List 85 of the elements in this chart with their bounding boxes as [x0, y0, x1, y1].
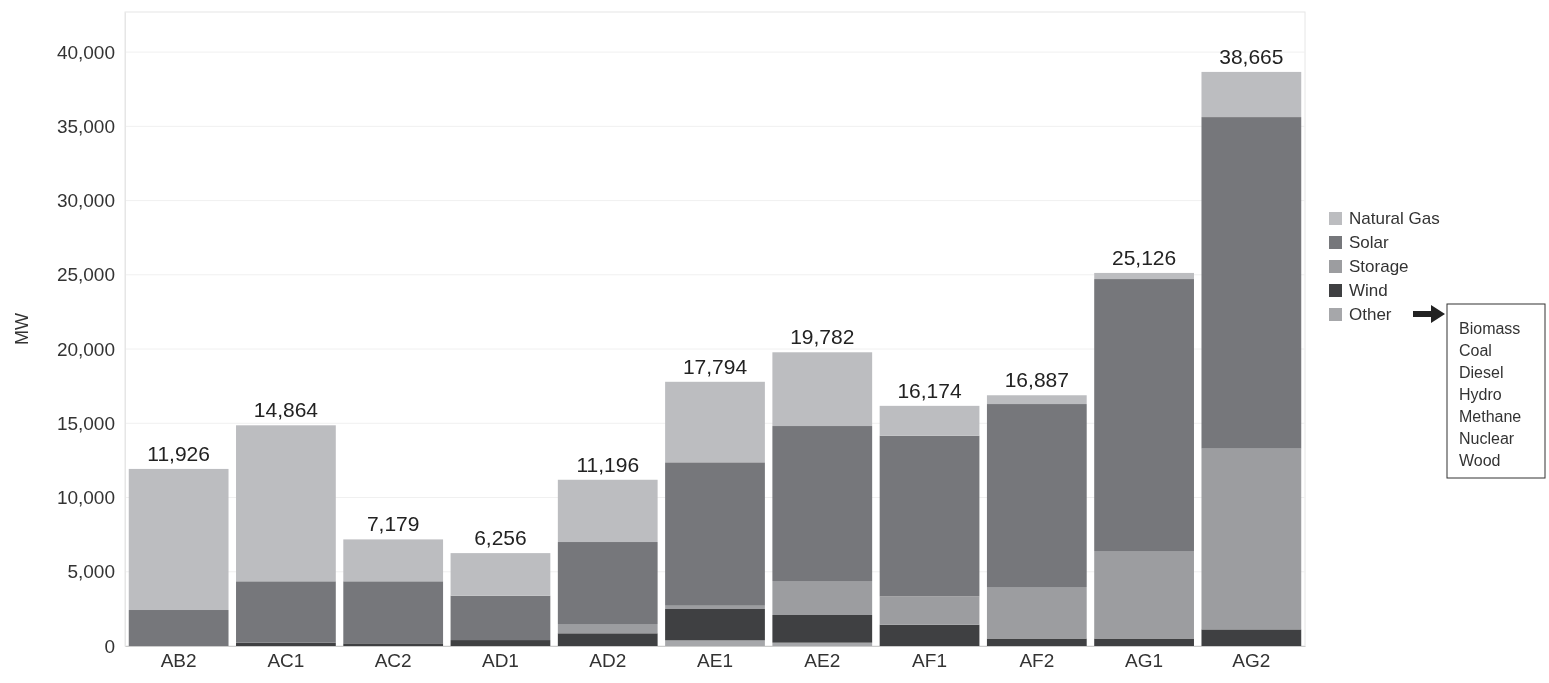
legend-label: Other	[1349, 305, 1392, 324]
bar	[1201, 448, 1302, 630]
bar	[450, 553, 551, 596]
bar	[128, 468, 229, 611]
bar	[450, 640, 551, 646]
bar	[772, 426, 873, 582]
x-tick-label: AE2	[804, 650, 841, 672]
text: Biomass	[1459, 320, 1521, 337]
bar	[879, 405, 980, 436]
bar	[343, 539, 444, 582]
x-tick-label: AD1	[481, 650, 519, 672]
total-label: 14,864	[253, 398, 319, 422]
y-tick-label: 0	[104, 635, 115, 657]
text: Wood	[1459, 452, 1501, 469]
total-label: 6,256	[474, 526, 527, 550]
bar	[772, 581, 873, 615]
bar	[236, 642, 336, 646]
bar	[879, 624, 980, 646]
bar	[665, 609, 765, 641]
y-tick-label: 25,000	[56, 264, 115, 286]
y-tick-label: 5,000	[67, 561, 115, 583]
total-label: 7,179	[366, 512, 420, 536]
bar	[772, 352, 873, 427]
bar	[557, 542, 658, 625]
bar	[236, 425, 336, 582]
x-tick-label: AG1	[1125, 650, 1164, 672]
y-tick-label: 15,000	[56, 412, 115, 434]
total-label: 16,887	[1004, 368, 1069, 392]
bar	[665, 462, 765, 606]
bar	[879, 596, 980, 625]
x-tick-label: AF1	[912, 650, 947, 672]
total-label: 38,665	[1219, 44, 1284, 68]
bar	[1094, 551, 1194, 639]
total-label: 25,126	[1111, 245, 1177, 269]
bar	[986, 395, 1087, 405]
legend-label: Natural Gas	[1349, 209, 1440, 228]
x-tick-label: AG2	[1232, 650, 1271, 672]
bar	[343, 643, 444, 646]
y-tick-label: 30,000	[56, 190, 115, 212]
bar	[1094, 272, 1194, 280]
total-label: 17,794	[682, 354, 748, 378]
y-tick-label: 40,000	[56, 41, 115, 63]
bar	[1094, 638, 1194, 646]
bar	[665, 605, 765, 609]
total-label: 16,174	[897, 378, 962, 402]
x-tick-label: AE1	[697, 650, 733, 672]
text: Coal	[1459, 342, 1492, 359]
total-label: 11,196	[576, 452, 640, 476]
text: Methane	[1459, 408, 1522, 425]
bar	[665, 640, 765, 646]
bar	[557, 624, 658, 634]
legend-label: Solar	[1349, 233, 1390, 252]
y-axis-title: MW	[12, 313, 32, 345]
legend-label: Wind	[1349, 281, 1388, 300]
text: Nuclear	[1459, 430, 1515, 447]
bar	[1201, 71, 1302, 118]
total-label: 19,782	[790, 325, 855, 349]
bar	[772, 642, 873, 646]
bar	[1201, 629, 1302, 646]
bar	[772, 615, 873, 643]
bar	[879, 435, 980, 597]
x-tick-label: AF2	[1019, 650, 1055, 672]
y-tick-label: 20,000	[56, 338, 115, 360]
bar	[986, 638, 1087, 646]
x-tick-label: AC2	[374, 650, 412, 672]
y-tick-label: 35,000	[56, 115, 115, 137]
bar	[343, 581, 444, 644]
x-tick-label: AD2	[589, 650, 627, 672]
x-tick-label: AB2	[160, 650, 197, 672]
total-label: 11,926	[147, 441, 210, 465]
legend-label: Storage	[1349, 257, 1409, 276]
bar	[128, 610, 229, 646]
bar	[236, 581, 336, 643]
bar	[450, 595, 551, 641]
text: Hydro	[1459, 386, 1502, 403]
text: Diesel	[1459, 364, 1504, 381]
bar	[1201, 117, 1302, 449]
bar	[557, 633, 658, 646]
y-tick-label: 10,000	[56, 487, 115, 509]
bar	[665, 381, 765, 463]
bar	[986, 587, 1087, 639]
bar	[986, 404, 1087, 588]
bar	[557, 479, 658, 543]
x-tick-label: AC1	[267, 650, 305, 672]
bar	[1094, 279, 1194, 552]
